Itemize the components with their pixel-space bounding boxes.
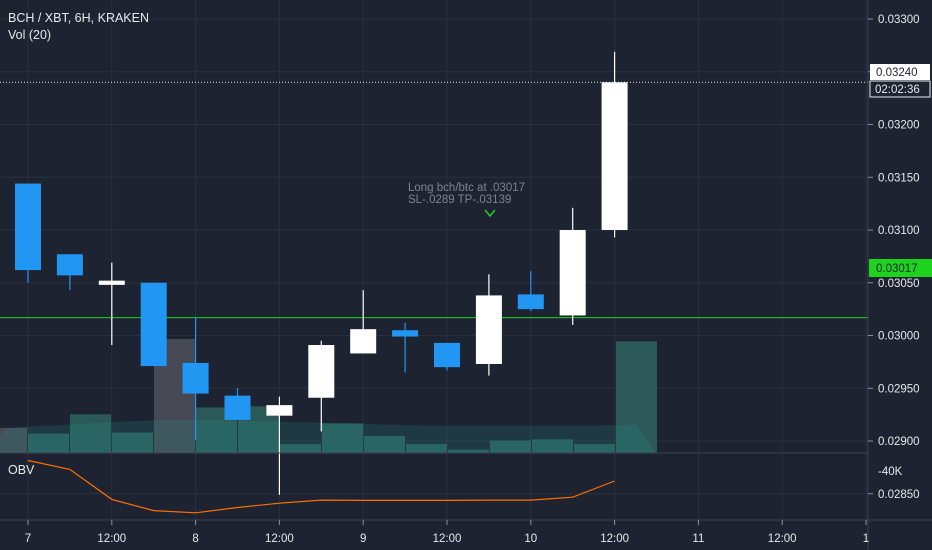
candle-body (182, 362, 209, 394)
price-tick-label: 0.02850 (878, 489, 920, 501)
volume-bar (616, 341, 657, 453)
annotation-line-2: SL-.0289 TP-.03139 (408, 194, 511, 206)
candle-body (475, 295, 502, 364)
volume-bar (112, 432, 153, 453)
candle-body (98, 280, 125, 285)
chart-title: BCH / XBT, 6H, KRAKEN (8, 11, 149, 25)
time-tick-label: 1 (863, 533, 869, 545)
price-tick-label: 0.02900 (878, 436, 920, 448)
price-tick-label: 0.03050 (878, 278, 920, 290)
price-tick-label: 0.02950 (878, 383, 920, 395)
time-tick-label: 8 (192, 533, 198, 545)
obv-tick-label: -40K (878, 466, 903, 478)
candle-body (308, 344, 335, 398)
price-tick-label: 0.03200 (878, 120, 920, 132)
volume-bar (490, 440, 531, 453)
volume-bar (574, 443, 615, 453)
annotation-line-1: Long bch/btc at .03017 (408, 182, 525, 194)
volume-bar (280, 443, 321, 453)
time-axis[interactable]: 7 12:00 8 12:00 9 12:00 10 12:00 11 12:00 1 (25, 520, 869, 545)
level-price-label: 0.03017 (876, 263, 918, 275)
time-tick-label: 11 (692, 533, 704, 545)
volume-bar (448, 449, 489, 453)
candle-body (140, 282, 167, 367)
candle-body (517, 294, 544, 310)
price-tick-label: 0.03300 (878, 14, 920, 26)
candle-body (559, 230, 586, 316)
level-price-tag: 0.03017 (869, 259, 932, 277)
time-tick-label: 10 (524, 533, 537, 545)
volume-bar (28, 433, 69, 453)
candle-body (15, 183, 41, 271)
candle-body (434, 342, 460, 368)
last-price-tag: 0.03240 02:02:36 (869, 64, 931, 98)
time-tick-label: 7 (25, 533, 31, 545)
candles (15, 51, 628, 495)
candle-body (350, 329, 377, 354)
time-tick-label: 12:00 (265, 533, 294, 545)
volume-bar (70, 414, 111, 453)
time-tick-label: 12:00 (600, 533, 629, 545)
candle-body (392, 330, 419, 337)
countdown-label: 02:02:36 (875, 84, 920, 96)
volume-bar (364, 435, 405, 453)
obv-pane (27, 459, 615, 514)
volume-bar (322, 423, 363, 453)
volume-bar (532, 439, 573, 453)
price-tick-label: 0.03100 (878, 225, 920, 237)
candle-body (224, 395, 251, 420)
long-signal-marker (484, 209, 496, 218)
candle-body (266, 405, 293, 416)
volume-ma-area (0, 419, 656, 453)
volume-bar (406, 443, 447, 453)
time-tick-label: 12:00 (433, 533, 462, 545)
price-tick-label: 0.03150 (878, 172, 920, 184)
price-tick-label: 0.03000 (878, 331, 920, 343)
obv-line (27, 459, 615, 514)
last-price-label: 0.03240 (876, 67, 918, 79)
candle-body (601, 82, 628, 230)
volume-bar (0, 427, 27, 453)
time-tick-label: 12:00 (97, 533, 126, 545)
volume-indicator-label: Vol (20) (8, 28, 51, 42)
price-axis[interactable]: 0.033000.032500.032000.031500.031000.030… (868, 14, 920, 501)
candle-body (56, 254, 83, 276)
time-tick-label: 9 (360, 533, 366, 545)
obv-title: OBV (8, 463, 35, 477)
time-tick-label: 12:00 (768, 533, 797, 545)
